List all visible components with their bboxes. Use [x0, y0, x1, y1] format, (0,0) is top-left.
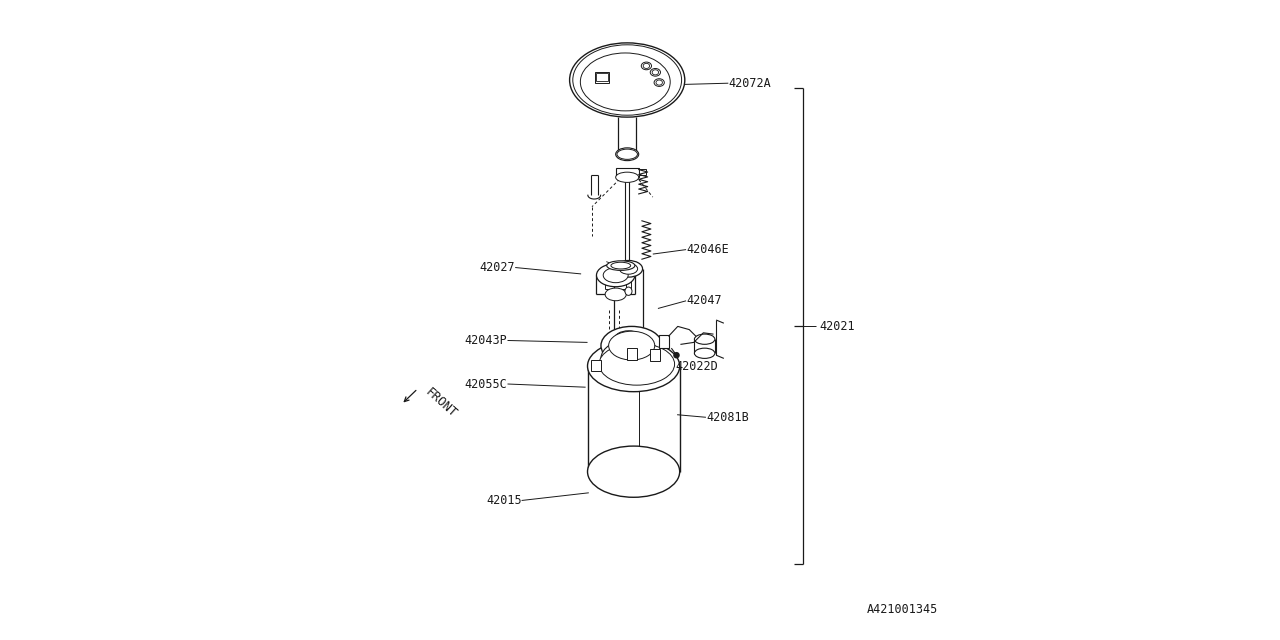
Text: 42047: 42047 [686, 294, 722, 307]
Ellipse shape [625, 287, 632, 296]
Text: 42072A: 42072A [728, 77, 771, 90]
FancyBboxPatch shape [650, 349, 660, 361]
Ellipse shape [616, 172, 639, 182]
Text: 42021: 42021 [819, 320, 855, 333]
FancyBboxPatch shape [596, 73, 608, 81]
Ellipse shape [643, 63, 650, 68]
Text: FRONT: FRONT [422, 386, 460, 420]
Ellipse shape [641, 62, 652, 70]
Ellipse shape [607, 261, 635, 271]
FancyBboxPatch shape [595, 72, 609, 83]
Text: 42015: 42015 [486, 494, 522, 507]
FancyBboxPatch shape [658, 335, 668, 348]
Ellipse shape [614, 260, 643, 277]
Ellipse shape [588, 446, 680, 497]
Text: 42046E: 42046E [686, 243, 728, 256]
Text: 42027: 42027 [480, 261, 516, 274]
Ellipse shape [599, 343, 675, 385]
Ellipse shape [614, 331, 643, 348]
Ellipse shape [602, 339, 663, 378]
Ellipse shape [616, 148, 639, 161]
FancyBboxPatch shape [591, 360, 602, 371]
Ellipse shape [580, 53, 671, 111]
FancyBboxPatch shape [616, 168, 639, 177]
Text: A421001345: A421001345 [867, 603, 938, 616]
FancyBboxPatch shape [627, 348, 637, 360]
Ellipse shape [611, 262, 631, 269]
Ellipse shape [605, 288, 626, 301]
Ellipse shape [570, 43, 685, 117]
Ellipse shape [588, 340, 680, 392]
Text: 42022D: 42022D [676, 360, 718, 373]
Ellipse shape [596, 264, 635, 287]
Ellipse shape [652, 70, 659, 75]
Text: 42043P: 42043P [465, 334, 507, 347]
Ellipse shape [609, 332, 655, 360]
Text: 42055C: 42055C [465, 378, 507, 390]
Ellipse shape [573, 45, 682, 115]
Ellipse shape [602, 326, 663, 365]
Ellipse shape [654, 79, 664, 86]
Ellipse shape [657, 80, 663, 85]
Circle shape [675, 353, 678, 358]
Text: 42081B: 42081B [707, 411, 749, 424]
Ellipse shape [694, 334, 714, 344]
Ellipse shape [603, 268, 628, 283]
FancyBboxPatch shape [639, 169, 646, 175]
Ellipse shape [620, 264, 637, 274]
Ellipse shape [694, 348, 714, 358]
Ellipse shape [650, 68, 660, 76]
Ellipse shape [617, 149, 637, 159]
